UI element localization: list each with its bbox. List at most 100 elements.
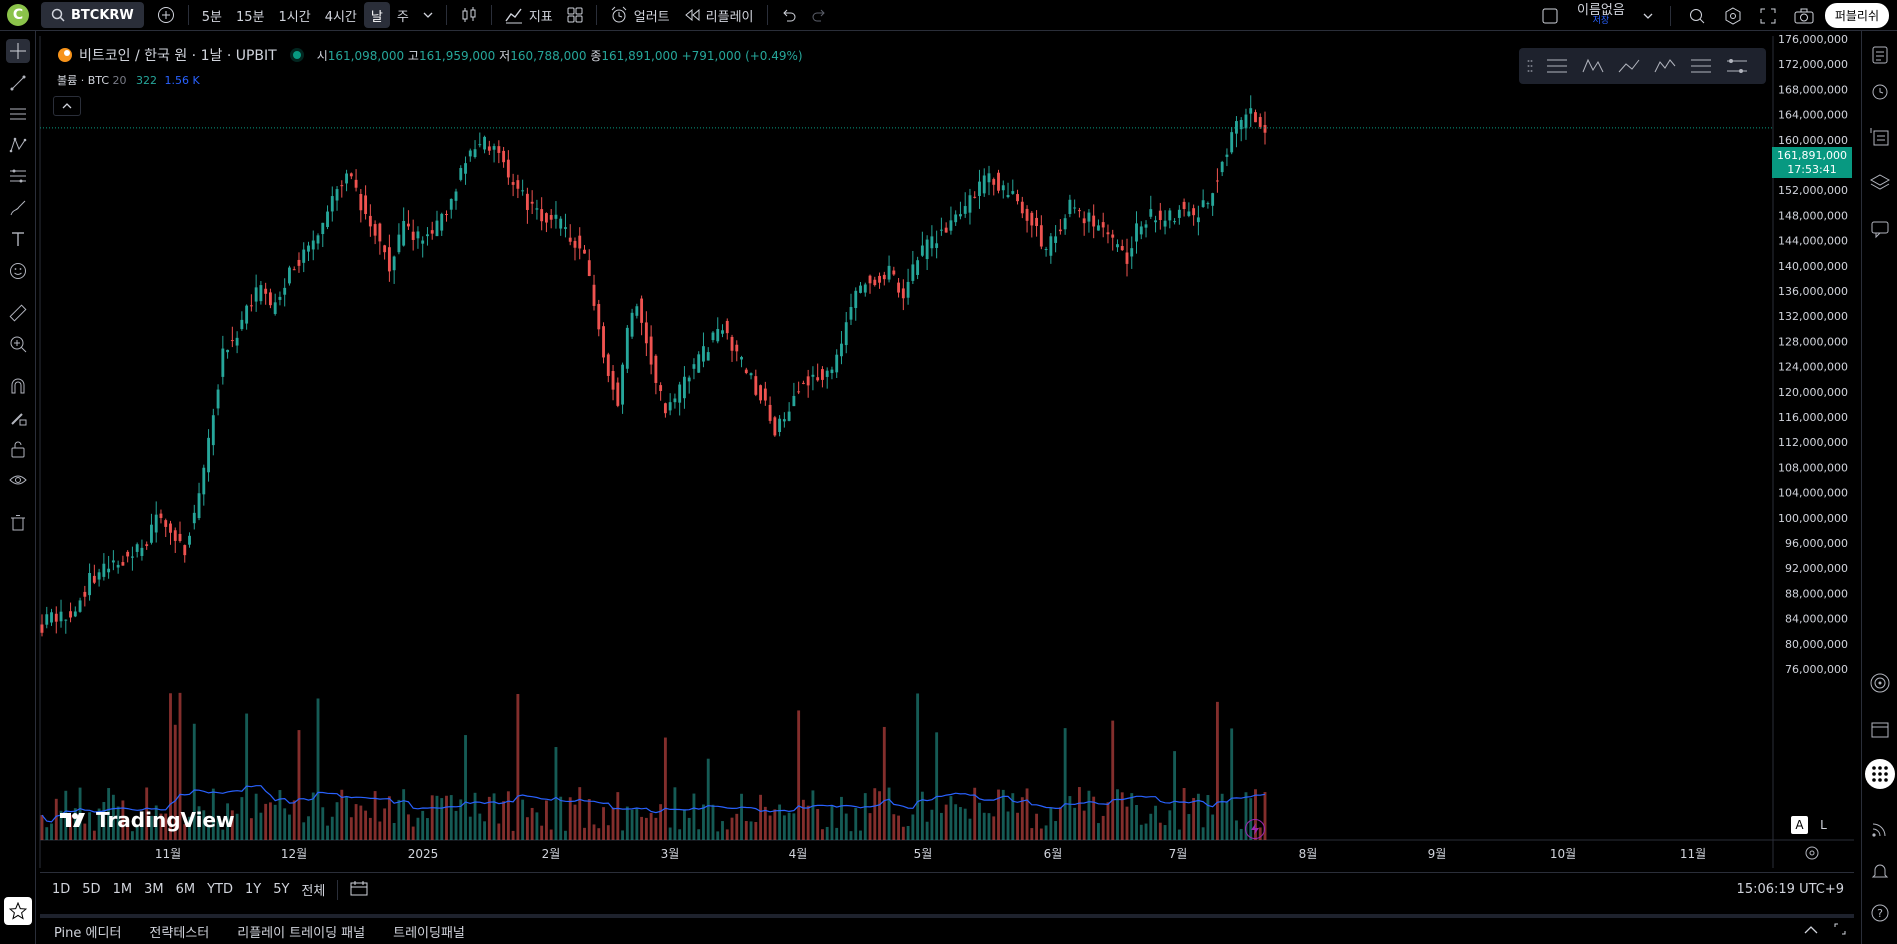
volume-bar xyxy=(873,788,877,840)
lock-drawings-tool[interactable] xyxy=(6,437,30,461)
tab-trading-panel[interactable]: 트레이딩패널 xyxy=(393,925,465,941)
brush-tool[interactable] xyxy=(6,196,30,220)
measure-tool[interactable] xyxy=(6,301,30,325)
volume-bar xyxy=(278,790,282,840)
layout-dropdown[interactable] xyxy=(1636,3,1660,29)
time-axis[interactable]: 11월 12월 2025 2월 3월 4월 5월 6월 7월 8월 9월 10월 11월 xyxy=(155,847,1706,861)
interval-15m[interactable]: 15분 xyxy=(235,9,265,25)
watermark-text: TradingView xyxy=(96,808,235,832)
auto-scale-button[interactable]: A xyxy=(1791,816,1808,834)
fib-icon[interactable] xyxy=(1689,56,1713,76)
forecast-tool[interactable] xyxy=(6,164,30,188)
layout-checkbox[interactable] xyxy=(1534,3,1566,29)
axis-settings-button[interactable] xyxy=(1804,845,1822,863)
layers-button[interactable] xyxy=(1868,171,1892,195)
volume-bar xyxy=(1211,814,1215,840)
remove-drawings-tool[interactable] xyxy=(6,511,30,535)
interval-1h[interactable]: 1시간 xyxy=(278,9,311,25)
redo-button[interactable] xyxy=(804,2,834,28)
volume-bar xyxy=(521,799,525,840)
magnet-tool[interactable] xyxy=(6,374,30,398)
volume-bar xyxy=(173,724,177,840)
emoji-tool[interactable] xyxy=(6,259,30,283)
chart-type-button[interactable] xyxy=(453,2,485,28)
range-5d[interactable]: 5D xyxy=(82,882,101,897)
help-button[interactable]: ? xyxy=(1868,901,1892,925)
wave-icon[interactable] xyxy=(1653,56,1677,76)
fib-tool[interactable] xyxy=(6,102,30,126)
range-1y[interactable]: 1Y xyxy=(244,882,262,897)
user-avatar[interactable]: C xyxy=(7,4,29,26)
streams-button[interactable] xyxy=(1868,817,1892,841)
tab-strategy-tester[interactable]: 전략테스터 xyxy=(149,925,210,941)
symbol-search-button[interactable]: BTCKRW xyxy=(41,2,144,28)
trend-line-tool[interactable] xyxy=(6,71,30,95)
range-ytd[interactable]: YTD xyxy=(207,882,233,897)
maximize-panel-button[interactable] xyxy=(1826,923,1854,939)
chat-button[interactable] xyxy=(1868,217,1892,241)
candle-body xyxy=(806,376,810,386)
pattern-tool[interactable] xyxy=(6,133,30,157)
candle-body xyxy=(992,179,996,185)
drag-handle-icon[interactable] xyxy=(1527,59,1533,73)
fullscreen-button[interactable] xyxy=(1753,3,1783,29)
indicators-button[interactable]: 지표 xyxy=(498,2,560,28)
zoom-tool[interactable] xyxy=(6,332,30,356)
target-button[interactable] xyxy=(1868,671,1892,695)
hide-drawings-tool[interactable] xyxy=(6,468,30,492)
abc-pattern-icon[interactable] xyxy=(1617,56,1641,76)
volume-bar xyxy=(1239,828,1243,840)
collapse-legend-button[interactable] xyxy=(53,96,81,116)
pattern-icon[interactable] xyxy=(1581,56,1605,76)
range-1m[interactable]: 1M xyxy=(112,882,133,897)
interval-4h[interactable]: 4시간 xyxy=(324,9,357,25)
calendar-button[interactable] xyxy=(1868,717,1892,741)
tradingview-watermark[interactable]: TradingView xyxy=(60,808,235,832)
range-5y[interactable]: 5Y xyxy=(273,882,290,897)
range-1d[interactable]: 1D xyxy=(52,882,71,897)
lightning-button[interactable] xyxy=(1245,819,1265,839)
range-3m[interactable]: 3M xyxy=(144,882,164,897)
low-key: 저 xyxy=(499,48,511,63)
interval-1d[interactable]: 날 xyxy=(363,2,390,28)
tab-pine-editor[interactable]: Pine 에디터 xyxy=(54,925,122,941)
range-all[interactable]: 전체 xyxy=(301,884,326,899)
symbol-title[interactable]: 비트코인 / 한국 원 · 1날 · UPBIT xyxy=(79,48,277,64)
snapshot-button[interactable] xyxy=(1787,3,1821,29)
list-icon xyxy=(1872,46,1888,64)
range-6m[interactable]: 6M xyxy=(175,882,196,897)
notifications-button[interactable] xyxy=(1868,859,1892,883)
crosshair-tool[interactable] xyxy=(6,39,30,63)
log-scale-button[interactable]: L xyxy=(1820,818,1827,832)
tab-replay-trading[interactable]: 리플레이 트레이딩 패널 xyxy=(237,925,366,941)
text-tool[interactable] xyxy=(6,227,30,251)
object-tree-button[interactable] xyxy=(1868,125,1892,149)
projection-icon[interactable] xyxy=(1725,56,1749,76)
interval-1w[interactable]: 주 xyxy=(396,9,409,25)
alert-button[interactable]: 얼러트 xyxy=(603,2,677,28)
candle-body xyxy=(1063,218,1067,230)
volume-bar xyxy=(849,831,853,840)
add-symbol-button[interactable] xyxy=(150,2,182,28)
replay-button[interactable]: 리플레이 xyxy=(677,2,761,28)
interval-5m[interactable]: 5분 xyxy=(201,9,222,25)
keep-drawing-tool[interactable] xyxy=(6,406,30,430)
apps-button[interactable] xyxy=(1865,759,1895,789)
layout-name-button[interactable]: 이름없음 저장 xyxy=(1570,2,1632,30)
publish-button[interactable]: 퍼블리쉬 xyxy=(1824,3,1889,28)
price-axis[interactable]: 176,000,000 172,000,000 168,000,000 164,000… xyxy=(1778,33,1848,676)
templates-button[interactable] xyxy=(560,2,590,28)
goto-date-button[interactable] xyxy=(344,880,374,900)
interval-dropdown[interactable] xyxy=(416,2,440,28)
settings-button[interactable] xyxy=(1717,3,1749,29)
quick-search-button[interactable] xyxy=(1681,3,1713,29)
alerts-panel-button[interactable] xyxy=(1868,79,1892,103)
undo-button[interactable] xyxy=(774,2,804,28)
lines-icon[interactable] xyxy=(1545,56,1569,76)
market-status-dot xyxy=(292,51,301,59)
favorites-button[interactable] xyxy=(4,897,32,925)
clock-timezone[interactable]: 15:06:19 UTC+9 xyxy=(1736,882,1844,897)
watchlist-button[interactable] xyxy=(1868,43,1892,67)
collapse-panel-button[interactable] xyxy=(1796,924,1826,939)
